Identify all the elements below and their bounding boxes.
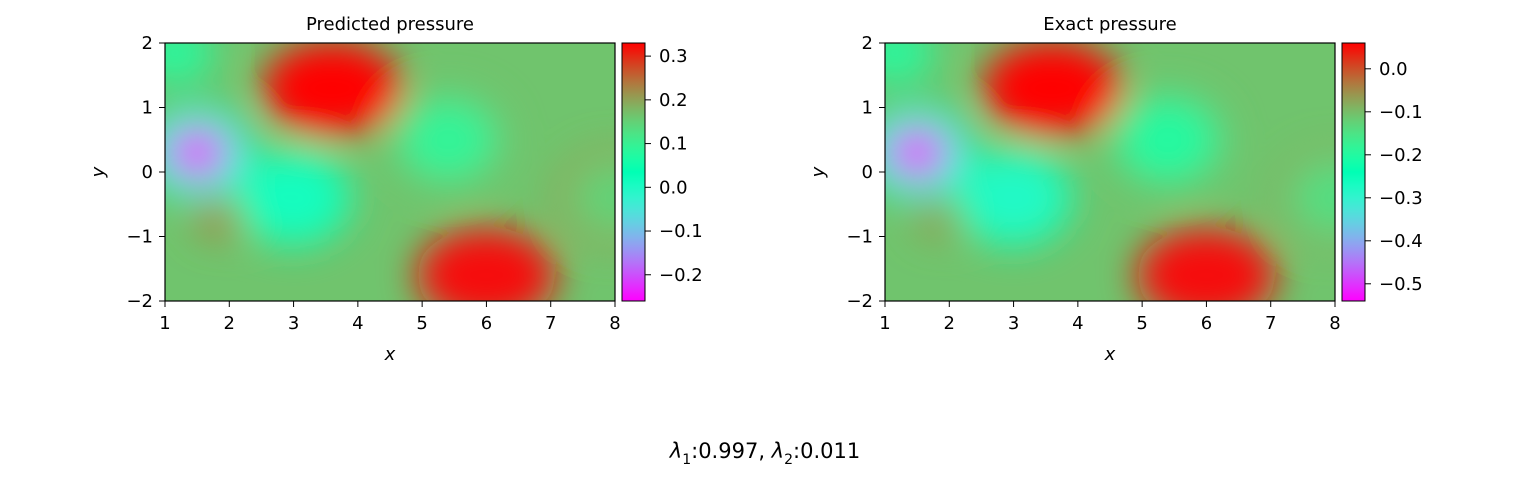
heatmap-field [885,43,1335,301]
x-tick-label: 3 [1008,313,1019,334]
heatmap-low [1287,157,1335,238]
title-predicted: Predicted pressure [306,14,474,35]
colorbar-tick-label: −0.3 [1379,188,1423,209]
y-tick-label: −2 [846,291,873,312]
heatmap-exact [885,43,1335,301]
y-tick-label: 2 [142,33,153,54]
colorbar-tick-label: −0.2 [659,265,703,286]
heatmap-corner [885,43,935,83]
heatmap-features [165,43,615,301]
heatmap-low [567,157,615,238]
title-exact: Exact pressure [1043,14,1176,35]
colorbar-tick-label: −0.5 [1379,274,1423,295]
heatmap-low [1119,99,1216,180]
x-tick-label: 7 [545,313,556,334]
xlabel-exact: x [1104,344,1116,365]
x-tick-label: 4 [352,313,363,334]
lambda2-value: 0.011 [800,439,860,463]
colorbar-tick-label: 0.0 [1379,59,1408,80]
colorbar-exact: 0.0 −0.1 −0.2 −0.3 −0.4 −0.5 [1341,42,1423,302]
heatmap-max [262,43,403,137]
colorbar-tick-label: 0.1 [659,134,688,155]
ylabel-exact: y [808,166,829,178]
x-tick-label: 7 [1265,313,1276,334]
colorbar-predicted: 0.3 0.2 0.1 0.0 −0.1 −0.2 [621,42,703,302]
heatmap-max [982,43,1123,137]
heatmap-low [965,157,1062,238]
caption: λ1:0.997, λ2:0.011 [669,439,860,468]
y-tick-label: −1 [126,227,153,248]
x-tick-label: 5 [1136,313,1147,334]
x-tick-label: 8 [1329,313,1340,334]
y-tick-label: 2 [862,33,873,54]
y-tick-label: 1 [142,98,153,119]
axes-predicted: 1 2 3 4 5 6 7 8 2 1 0 −1 −2 [126,33,620,334]
x-tick-label: 5 [416,313,427,334]
lambda1-value: 0.997 [698,439,758,463]
heatmap-low [399,99,496,180]
xlabel-predicted: x [384,344,396,365]
x-tick-label: 6 [481,313,492,334]
colorbar-tick-label: −0.2 [1379,145,1423,166]
colorbar-tick-label: −0.1 [659,221,703,242]
heatmap-max [416,227,557,301]
colorbar-bar [1341,42,1366,302]
colorbar-bar [621,42,646,302]
x-tick-label: 4 [1072,313,1083,334]
heatmap-min [899,138,935,168]
y-tick-label: −2 [126,291,153,312]
x-tick-label: 1 [879,313,890,334]
heatmap-field [165,43,615,301]
y-tick-label: 0 [142,162,153,183]
heatmap-max [1136,227,1277,301]
x-tick-label: 2 [224,313,235,334]
y-tick-label: 0 [862,162,873,183]
heatmap-corner [165,43,215,83]
colorbar-tick-label: −0.4 [1379,231,1423,252]
x-tick-label: 6 [1201,313,1212,334]
x-tick-label: 8 [609,313,620,334]
axes-exact: 1 2 3 4 5 6 7 8 2 1 0 −1 −2 [846,33,1340,334]
colorbar-tick-label: 0.2 [659,90,688,111]
y-tick-label: −1 [846,227,873,248]
heatmap-features [885,43,1335,301]
heatmap-min [179,138,215,168]
x-tick-label: 1 [159,313,170,334]
heatmap-low [245,157,342,238]
colorbar-tick-label: −0.1 [1379,102,1423,123]
heatmap-predicted [165,43,615,301]
colorbar-tick-label: 0.0 [659,177,688,198]
y-tick-label: 1 [862,98,873,119]
panel-exact: Exact pressure 1 2 3 4 5 6 7 8 2 1 0 −1 −2 0.0 −0.1 −0… [808,14,1423,365]
x-tick-label: 3 [288,313,299,334]
ylabel-predicted: y [88,166,109,178]
colorbar-tick-label: 0.3 [659,46,688,67]
x-tick-label: 2 [944,313,955,334]
